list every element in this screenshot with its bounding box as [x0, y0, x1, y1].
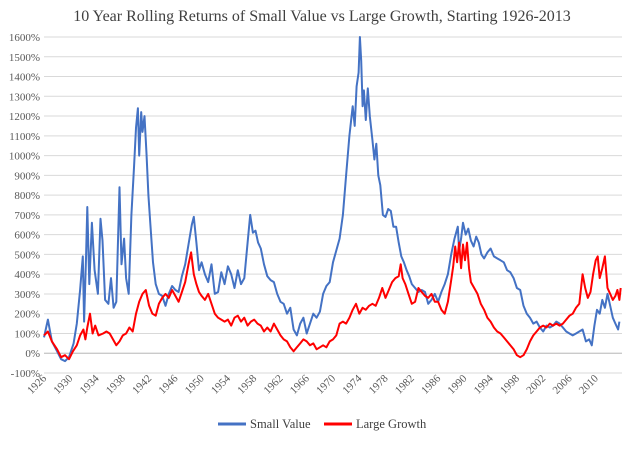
y-tick-label: 1400% [9, 72, 40, 84]
x-tick-label: 1950 [183, 372, 207, 396]
x-tick-label: 1982 [393, 373, 417, 397]
x-tick-label: 1930 [51, 372, 75, 396]
x-tick-label: 1998 [498, 372, 522, 396]
x-tick-label: 1990 [445, 372, 469, 396]
y-tick-label: 800% [14, 190, 40, 202]
x-axis-tick-labels: 1926 1930 1934 1938 1942 1946 1950 1954 1958 1962… [25, 372, 601, 396]
y-tick-label: 400% [14, 269, 40, 281]
series-line-small-value [43, 36, 621, 363]
chart-title: 10 Year Rolling Returns of Small Value v… [73, 8, 571, 25]
legend-label-large-growth: Large Growth [356, 417, 427, 431]
x-tick-label: 1938 [104, 372, 128, 396]
y-tick-label: 300% [14, 289, 40, 301]
y-tick-label: 1600% [9, 32, 40, 44]
x-tick-label: 1954 [209, 372, 233, 396]
y-tick-label: 200% [14, 309, 40, 321]
y-axis-tick-labels: -100% 0% 100% 200% 300% 400% 500% 600% 700% 800% 9… [9, 32, 40, 380]
legend-label-small-value: Small Value [250, 417, 311, 431]
y-tick-label: 1000% [9, 151, 40, 163]
legend: Small Value Large Growth [218, 417, 427, 431]
x-tick-label: 1958 [235, 372, 259, 396]
y-tick-label: 100% [14, 328, 40, 340]
gridlines [44, 36, 622, 374]
x-tick-label: 2002 [524, 373, 548, 397]
x-tick-label: 1962 [262, 373, 286, 397]
x-tick-label: 1978 [367, 372, 391, 396]
x-tick-label: 2010 [577, 372, 601, 396]
y-tick-label: 1200% [9, 111, 40, 123]
x-tick-label: 1946 [156, 372, 180, 396]
series-line-large-growth [43, 241, 622, 361]
y-tick-label: 500% [14, 249, 40, 261]
x-tick-label: 1934 [78, 372, 102, 396]
x-tick-label: 2006 [551, 372, 575, 396]
x-tick-label: 1974 [340, 372, 364, 396]
series-lines [43, 36, 622, 363]
x-tick-label: 1986 [419, 372, 443, 396]
y-tick-label: 900% [14, 170, 40, 182]
y-tick-label: 1500% [9, 52, 40, 64]
y-tick-label: 700% [14, 210, 40, 222]
x-tick-label: 1994 [472, 372, 496, 396]
y-tick-label: 1100% [9, 131, 40, 143]
x-tick-label: 1966 [288, 372, 312, 396]
y-tick-label: 1300% [9, 91, 40, 103]
y-tick-label: 0% [25, 348, 40, 360]
x-tick-label: 1970 [314, 372, 338, 396]
y-tick-label: -100% [11, 368, 40, 380]
y-tick-label: 600% [14, 230, 40, 242]
x-tick-label: 1942 [130, 373, 154, 397]
